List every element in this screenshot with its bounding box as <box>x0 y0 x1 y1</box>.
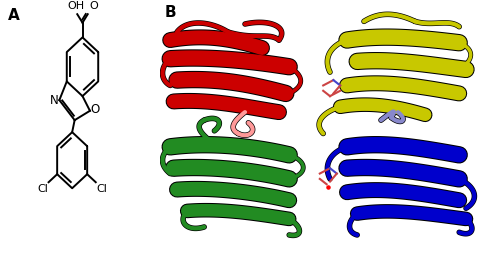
Text: N: N <box>50 94 59 107</box>
Text: Cl: Cl <box>37 183 48 194</box>
Point <box>324 185 332 189</box>
Text: O: O <box>90 103 100 116</box>
Text: A: A <box>8 8 20 23</box>
Text: OH: OH <box>68 1 85 11</box>
Text: B: B <box>165 5 176 20</box>
Text: O: O <box>89 1 98 11</box>
Text: Cl: Cl <box>96 183 108 194</box>
